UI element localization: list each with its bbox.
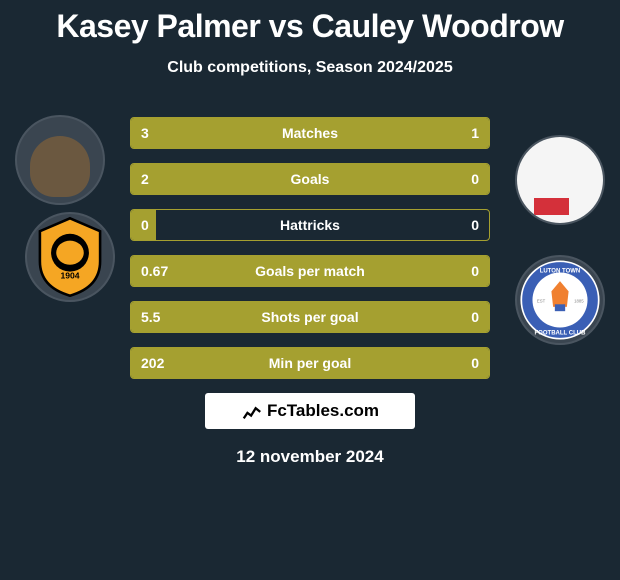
- svg-text:FOOTBALL CLUB: FOOTBALL CLUB: [534, 330, 586, 336]
- stat-value-right: 0: [471, 309, 479, 325]
- stat-label: Hattricks: [131, 217, 489, 233]
- player2-club-badge: LUTON TOWN FOOTBALL CLUB EST 1885: [515, 255, 605, 345]
- comparison-title: Kasey Palmer vs Cauley Woodrow: [0, 0, 620, 45]
- stat-label: Min per goal: [131, 355, 489, 371]
- stat-row: 2Goals0: [130, 163, 490, 195]
- player2-avatar: [515, 135, 605, 225]
- hull-city-badge-icon: 1904: [27, 212, 113, 302]
- footer-date: 12 november 2024: [0, 447, 620, 467]
- stat-label: Shots per goal: [131, 309, 489, 325]
- stat-value-right: 1: [471, 125, 479, 141]
- stat-label: Goals: [131, 171, 489, 187]
- stats-container: 3Matches12Goals00Hattricks00.67Goals per…: [130, 117, 490, 379]
- fctables-logo-text: FcTables.com: [267, 401, 379, 421]
- svg-text:1885: 1885: [574, 299, 584, 304]
- stat-label: Matches: [131, 125, 489, 141]
- chart-icon: [241, 400, 263, 422]
- svg-text:LUTON TOWN: LUTON TOWN: [540, 268, 581, 274]
- stat-value-right: 0: [471, 217, 479, 233]
- comparison-subtitle: Club competitions, Season 2024/2025: [0, 59, 620, 77]
- luton-town-badge-icon: LUTON TOWN FOOTBALL CLUB EST 1885: [517, 255, 603, 345]
- player2-shirt-placeholder: [517, 137, 603, 223]
- stat-value-right: 0: [471, 355, 479, 371]
- stat-value-right: 0: [471, 263, 479, 279]
- svg-text:EST: EST: [537, 299, 546, 304]
- stat-row: 202Min per goal0: [130, 347, 490, 379]
- svg-text:1904: 1904: [60, 271, 79, 281]
- stat-row: 3Matches1: [130, 117, 490, 149]
- player1-avatar: [15, 115, 105, 205]
- player1-face-placeholder: [30, 136, 90, 196]
- stat-label: Goals per match: [131, 263, 489, 279]
- player1-club-badge: 1904: [25, 212, 115, 302]
- stat-row: 0.67Goals per match0: [130, 255, 490, 287]
- stat-row: 0Hattricks0: [130, 209, 490, 241]
- stat-value-right: 0: [471, 171, 479, 187]
- stat-row: 5.5Shots per goal0: [130, 301, 490, 333]
- fctables-logo: FcTables.com: [205, 393, 415, 429]
